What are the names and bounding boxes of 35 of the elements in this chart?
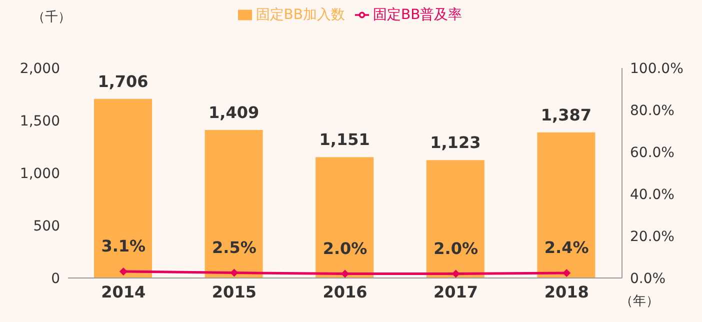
legend-label: 固定BB普及率 — [373, 7, 462, 23]
x-tick-label: 2017 — [434, 282, 478, 302]
data-label: 1,151 — [319, 130, 370, 150]
y2-tick-label: 80.0% — [630, 102, 674, 119]
data-label: 2.0% — [322, 238, 368, 258]
y-tick-label: 2,000 — [20, 60, 60, 77]
x-tick-label: 2014 — [101, 282, 146, 302]
data-label: 1,387 — [540, 105, 592, 124]
data-label: 2.4% — [544, 238, 589, 257]
y2-tick-label: 40.0% — [630, 186, 674, 203]
x-tick-label: 2016 — [322, 282, 368, 302]
x-tick-label: 2015 — [212, 282, 256, 302]
x-tick-label: 2018 — [544, 282, 589, 302]
y2-tick-label: 100.0% — [630, 60, 684, 77]
y-tick-label: 1,000 — [20, 166, 60, 182]
y-tick-label: 0 — [51, 270, 60, 287]
data-label: 1,409 — [208, 103, 260, 122]
x-axis-title: （年） — [620, 293, 659, 310]
y-tick-label: 1,500 — [20, 113, 60, 130]
data-label: 1,123 — [430, 133, 481, 152]
bar — [537, 132, 596, 278]
y2-tick-label: 60.0% — [630, 144, 674, 161]
bar — [94, 98, 152, 278]
data-label: 1,706 — [98, 72, 148, 91]
data-label: 2.0% — [434, 238, 478, 258]
y-tick-label: 500 — [33, 218, 60, 234]
y-axis-title: （千） — [32, 9, 71, 26]
legend-label: 固定BB加入数 — [256, 7, 345, 23]
data-label: 2.5% — [212, 238, 256, 257]
data-label: 3.1% — [101, 236, 146, 256]
bar — [316, 157, 374, 278]
y2-tick-label: 0.0% — [630, 270, 666, 287]
y2-tick-label: 20.0% — [630, 228, 674, 245]
bar — [204, 130, 263, 278]
bar — [426, 160, 484, 278]
